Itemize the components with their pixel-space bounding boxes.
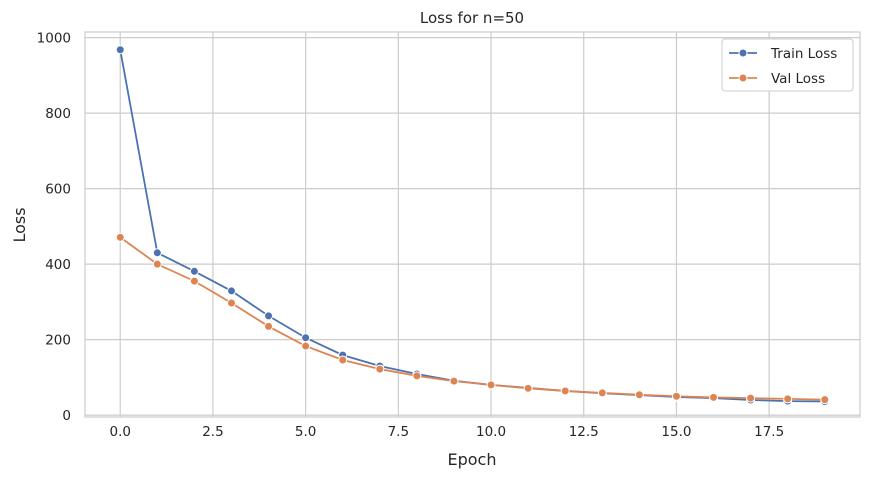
grid [85, 32, 860, 417]
x-tick-label: 10.0 [476, 424, 506, 440]
y-tick-labels: 0 200 400 600 800 1000 [37, 31, 71, 424]
data-point [152, 259, 162, 269]
data-point [338, 355, 348, 365]
data-point [523, 383, 533, 393]
data-point [301, 333, 311, 343]
series-train-loss [115, 45, 830, 407]
series-line [119, 236, 825, 401]
data-point [189, 276, 199, 286]
x-axis-label: Epoch [448, 450, 497, 469]
data-point [820, 395, 830, 405]
series-layer [115, 45, 830, 407]
y-tick-label: 800 [45, 106, 71, 122]
x-tick-label: 5.0 [295, 424, 316, 440]
data-point [301, 341, 311, 351]
data-point [634, 390, 644, 400]
data-point [115, 45, 125, 55]
data-point [671, 391, 681, 401]
x-tick-labels: 0.0 2.5 5.0 7.5 10.0 12.5 15.0 17.5 [109, 424, 784, 440]
legend-label: Train Loss [770, 46, 837, 62]
x-tick-label: 2.5 [202, 424, 223, 440]
x-tick-label: 15.0 [661, 424, 691, 440]
chart-title: Loss for n=50 [420, 9, 524, 27]
data-point [783, 394, 793, 404]
x-tick-label: 12.5 [569, 424, 599, 440]
legend-label: Val Loss [771, 71, 825, 87]
data-point [412, 371, 422, 381]
data-point [449, 376, 459, 386]
x-tick-label: 0.0 [109, 424, 130, 440]
data-point [115, 232, 125, 242]
series-line [119, 49, 825, 403]
x-tick-label: 7.5 [388, 424, 409, 440]
legend: Train Loss Val Loss [721, 38, 854, 92]
data-point [226, 298, 236, 308]
series-val-loss [115, 232, 830, 405]
y-tick-label: 1000 [37, 31, 71, 47]
data-point [560, 386, 570, 396]
x-tick-label: 17.5 [754, 424, 784, 440]
data-point [226, 286, 236, 296]
y-tick-label: 400 [45, 257, 71, 273]
plot-frame [84, 31, 861, 418]
data-point [264, 321, 274, 331]
y-tick-label: 200 [45, 333, 71, 349]
data-point [746, 393, 756, 403]
data-point [486, 380, 496, 390]
y-tick-label: 0 [62, 408, 71, 424]
legend-marker [738, 48, 748, 58]
legend-marker [738, 73, 748, 83]
data-point [375, 364, 385, 374]
data-point [189, 266, 199, 276]
y-tick-label: 600 [45, 182, 71, 198]
y-axis-label: Loss [10, 207, 29, 242]
data-point [597, 388, 607, 398]
data-point [152, 248, 162, 258]
data-point [264, 311, 274, 321]
data-point [709, 392, 719, 402]
